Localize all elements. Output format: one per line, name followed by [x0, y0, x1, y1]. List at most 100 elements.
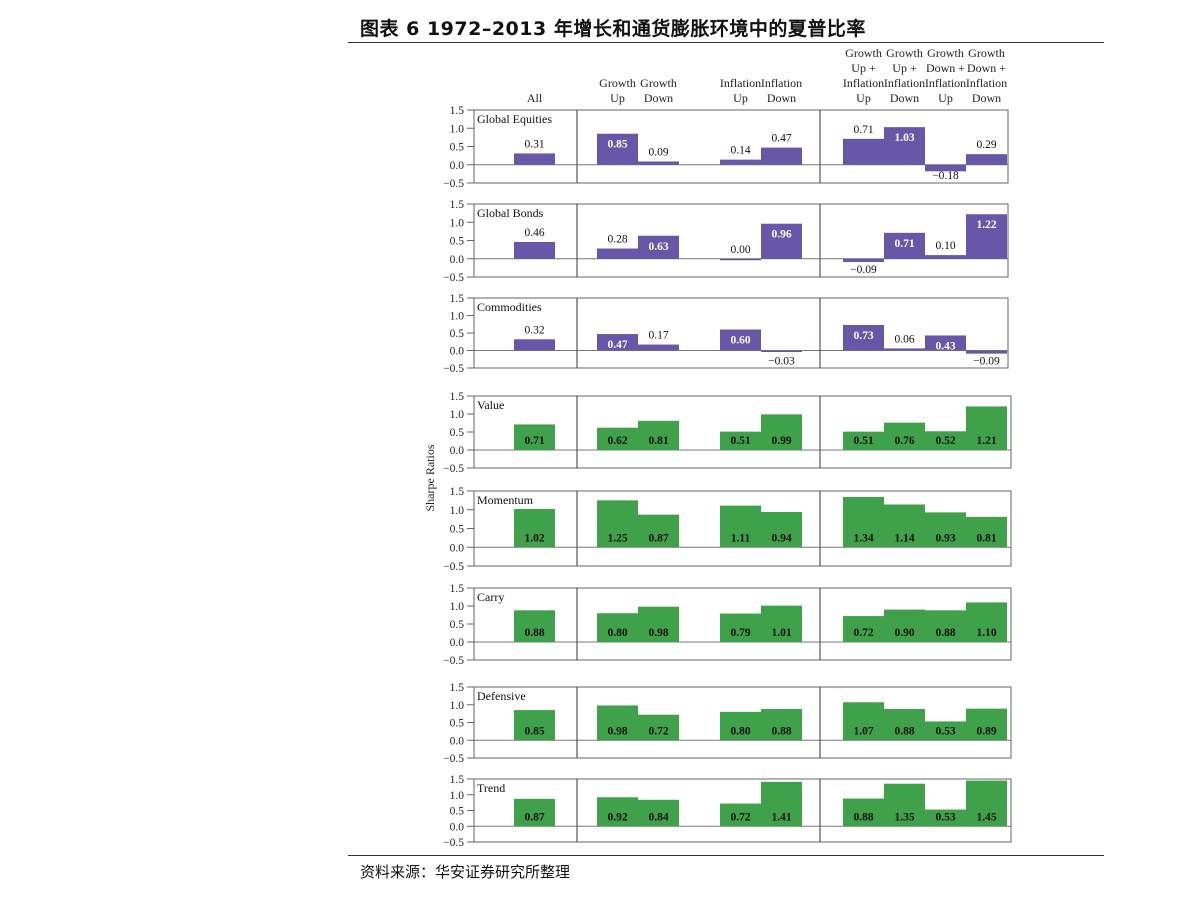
bar [761, 512, 802, 548]
y-axis-label: Sharpe Ratios [423, 444, 437, 511]
y-tick-label: 1.0 [450, 311, 465, 323]
data-label: 1.01 [771, 627, 791, 639]
bar [638, 420, 679, 450]
source-note: 资料来源：华安证券研究所整理 [360, 863, 571, 881]
data-label: 1.34 [853, 532, 873, 544]
data-label: 1.21 [976, 435, 996, 447]
data-label: 0.81 [976, 532, 996, 544]
panel-frame [473, 203, 1009, 278]
data-label: 0.32 [524, 324, 544, 336]
y-tick-label: 0.0 [450, 542, 465, 554]
column-header-line: Down [972, 91, 1001, 105]
bar [720, 711, 761, 741]
y-tick-label: 0.5 [450, 619, 465, 631]
panel-title: Momentum [477, 493, 534, 507]
column-header-line: Down [890, 91, 919, 105]
data-label: 0.79 [730, 627, 750, 639]
bar [884, 422, 925, 450]
data-label: 0.72 [730, 811, 750, 823]
y-tick-label: 1.0 [450, 409, 465, 421]
bar [638, 714, 679, 741]
bar [597, 705, 638, 741]
bar [925, 512, 966, 548]
bar [597, 613, 638, 642]
data-label: 0.52 [935, 435, 955, 447]
data-label: 0.93 [935, 532, 955, 544]
y-tick-label: 0.5 [450, 142, 465, 154]
data-label: 0.14 [730, 145, 750, 157]
panel-title: Trend [477, 781, 505, 795]
y-tick-label: 0.0 [450, 637, 465, 649]
bar [514, 153, 555, 165]
bar [843, 798, 884, 827]
bar [966, 154, 1007, 165]
bar [925, 721, 966, 741]
data-label: 0.88 [894, 725, 914, 737]
data-label: 0.29 [976, 139, 996, 151]
bar [884, 783, 925, 827]
column-header-line: Growth [599, 76, 636, 90]
data-label: 0.92 [607, 811, 627, 823]
column-header-line: All [527, 91, 543, 105]
bar [925, 431, 966, 450]
column-header-line: Down [644, 91, 673, 105]
bar [638, 161, 679, 165]
data-label: 0.81 [648, 435, 668, 447]
bar [843, 616, 884, 642]
data-label: 1.45 [976, 811, 996, 823]
data-label: 0.53 [935, 811, 955, 823]
bar [843, 258, 884, 263]
bar [514, 339, 555, 351]
column-header-line: Down + [967, 61, 1006, 75]
bar [761, 147, 802, 165]
bar [514, 509, 555, 548]
data-label: −0.09 [850, 264, 877, 276]
data-label: 0.51 [730, 435, 750, 447]
column-header-line: Growth [886, 46, 923, 60]
data-label: 0.53 [935, 725, 955, 737]
data-label: 0.31 [524, 138, 544, 150]
bar [597, 334, 638, 351]
data-label: 0.85 [524, 725, 544, 737]
column-header-line: Growth [927, 46, 964, 60]
y-tick-label: 1.0 [450, 700, 465, 712]
bar [638, 344, 679, 351]
panel-title: Global Equities [477, 112, 552, 126]
data-label: 1.41 [771, 811, 791, 823]
data-label: 0.80 [730, 725, 750, 737]
bar [884, 609, 925, 642]
column-header-line: Growth [968, 46, 1005, 60]
data-label: 0.87 [524, 811, 544, 823]
column-header-line: Growth [640, 76, 677, 90]
column-header-line: Inflation [761, 76, 802, 90]
y-tick-label: −0.5 [443, 753, 464, 765]
column-header-line: Up [856, 91, 871, 105]
bar [925, 255, 966, 259]
data-label: 0.96 [771, 229, 791, 241]
y-tick-label: 1.5 [450, 105, 465, 117]
chart-title: 图表 6 1972–2013 年增长和通货膨胀环境中的夏普比率 [360, 18, 866, 40]
bar [925, 809, 966, 827]
data-label: 0.99 [771, 435, 791, 447]
data-label: 0.72 [853, 627, 873, 639]
data-label: 1.07 [853, 725, 873, 737]
panel-title: Carry [477, 590, 504, 604]
data-label: 0.89 [976, 725, 996, 737]
data-label: 0.17 [648, 330, 668, 342]
bar [843, 497, 884, 548]
column-header-line: Up + [892, 61, 917, 75]
bar [884, 709, 925, 741]
y-tick-label: 1.5 [450, 391, 465, 403]
data-label: 0.98 [607, 725, 627, 737]
y-tick-label: 0.0 [450, 160, 465, 172]
y-tick-label: 1.0 [450, 505, 465, 517]
column-header-line: Inflation [843, 76, 884, 90]
column-header-line: Inflation [966, 76, 1007, 90]
bar [720, 613, 761, 642]
data-label: 1.14 [894, 532, 914, 544]
bar [638, 799, 679, 827]
panel-title: Commodities [477, 300, 542, 314]
y-tick-label: −0.5 [443, 837, 464, 849]
data-label: 0.47 [607, 339, 627, 351]
data-label: 1.35 [894, 811, 914, 823]
